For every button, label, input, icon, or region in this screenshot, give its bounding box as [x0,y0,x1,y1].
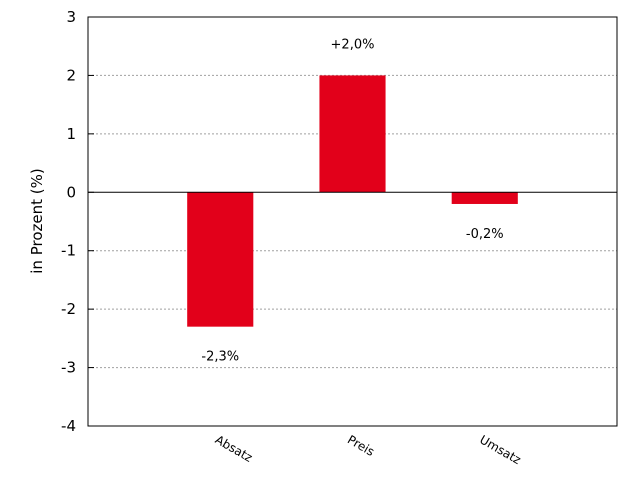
x-tick-label: Absatz [213,432,255,464]
data-label: -2,3% [201,350,239,365]
y-tick-label: -2 [61,300,76,318]
bar-preis [319,75,386,193]
y-tick-label: 3 [66,8,76,26]
bars [187,75,518,327]
grid-lines [88,74,617,369]
data-labels: -2,3% +2,0% -0,2% [201,37,503,364]
y-tick-label: 1 [66,125,76,143]
x-tick-label: Umsatz [477,432,523,467]
y-tick-label: -4 [61,417,76,435]
y-tick-label: 2 [66,66,76,84]
x-tick-label: Preis [345,432,377,458]
bar-absatz [187,192,254,327]
x-axis-categories: Absatz Preis Umsatz [213,432,524,467]
y-tick-label: -1 [61,242,76,260]
y-tick-label: 0 [66,183,76,201]
y-axis-ticks: 3 2 1 0 -1 -2 -3 -4 [61,8,94,435]
data-label: -0,2% [466,227,504,242]
plot-frame [87,16,618,427]
y-axis-title: in Prozent (%) [28,168,46,273]
y-tick-label: -3 [61,359,76,377]
data-label: +2,0% [331,37,375,52]
bar-umsatz [451,192,518,204]
